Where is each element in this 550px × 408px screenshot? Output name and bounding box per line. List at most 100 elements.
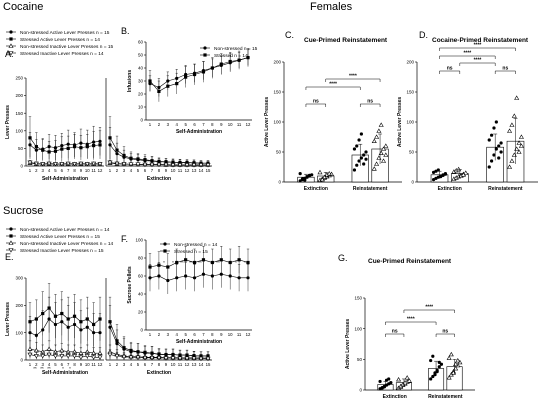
panel-C-dot (376, 128, 382, 133)
panel-F-significance-mark: * (163, 260, 165, 265)
panel-G-dot (389, 381, 393, 385)
panel-F-main-data-point (201, 272, 206, 276)
panel-G-dot (448, 351, 454, 357)
panel-G-dot (378, 379, 382, 384)
panel-A-legend-marker (8, 43, 14, 48)
panel-F-legend-marker (163, 249, 167, 253)
panel-g-title: Cue-Primed Reinstatement (368, 258, 452, 265)
panel-A-sa-series-line (29, 162, 101, 165)
panel-G-sig-bracket (403, 309, 455, 313)
panel-C-dot (359, 156, 363, 160)
panel-A-legend-marker (9, 30, 13, 34)
panel-B-main-x-tick-label: 6 (193, 122, 196, 127)
panel-E-ext-data-point (164, 352, 168, 357)
panel-C-dot (383, 152, 389, 157)
panel-F-significance-mark: * (172, 260, 174, 265)
panel-D-dot (509, 122, 515, 127)
panel-B-main-data-point (184, 75, 188, 79)
panel-D-category-label: Extinction (438, 186, 462, 192)
panel-F-main-x-tick-label: 12 (246, 332, 251, 337)
panel-C-y-tick-label: 150 (273, 90, 281, 95)
panel-G-sig-bracket (385, 333, 405, 337)
panel-A-sa-data-point (97, 162, 103, 167)
panel-D-sig-label: **** (463, 51, 471, 57)
panel-E-sa-x-label: Self-Administration (42, 370, 88, 376)
panel-E-ext-x-tick-label: 4 (130, 362, 133, 367)
panel-F-main-x-tick-label: 1 (149, 332, 152, 337)
panel-E-legend-marker (8, 248, 14, 253)
panel-A-ext-x-tick-label: 12 (185, 168, 190, 173)
panel-F-significance-mark: ** (216, 260, 220, 265)
panel-A-legend-marker (8, 51, 14, 56)
panel-E-sa-data-point (27, 346, 33, 351)
panel-E-significance-mark: * (69, 366, 71, 371)
panel-A-ext-x-tick-label: 15 (206, 168, 211, 173)
panel-A-ext-data-point (136, 157, 140, 161)
panel-A-legend-label: Stressed Active Lever Presses n = 14 (20, 37, 100, 43)
panel-A-y-tick-label: 0 (20, 164, 23, 169)
panel-A-ext-x-tick-label: 14 (199, 168, 204, 173)
panel-G-dot (437, 365, 441, 369)
panel-E-ext-x-tick-label: 1 (109, 362, 112, 367)
panel-E-y-tick-label: 100 (15, 330, 23, 335)
panel-A-ext-data-point (108, 136, 112, 140)
panel-E-sa-data-point (33, 347, 39, 353)
panel-A-sa-x-tick-label: 8 (73, 168, 76, 173)
panel-C-sig-bracket (305, 103, 327, 107)
panel-A-legend-marker (9, 37, 13, 41)
panel-B-main-x-tick-label: 3 (167, 122, 170, 127)
panel-E-ext-data-point (135, 355, 141, 360)
panel-A-sa-data-point (92, 143, 96, 148)
panel-A-sa-x-tick-label: 2 (35, 168, 38, 173)
panel-c-letter: C. (285, 30, 294, 40)
panel-E-sa-x-tick-label: 8 (73, 362, 76, 367)
panel-E-sa-data-point (34, 317, 38, 321)
panel-B-main-data-point (237, 58, 241, 62)
panel-C-sig-label: **** (349, 74, 357, 80)
panel-E-ext-data-point (205, 356, 211, 362)
panel-F-legend-label: Stressed n = 15 (174, 249, 208, 255)
panel-F-main-data-point (219, 258, 223, 262)
panel-G-dot (387, 377, 391, 381)
panel-E-sa-x-tick-label: 3 (42, 362, 45, 367)
panel-A-sa-data-point (60, 147, 64, 151)
panel-A-ext-data-point (205, 163, 211, 168)
panel-F-legend-label: Non-stressed n = 14 (174, 242, 218, 248)
panel-G-dot (439, 362, 444, 366)
panel-F-main-x-tick-label: 11 (237, 332, 242, 337)
panel-A-sa-data-point (98, 143, 102, 147)
panel-E-sa-x-tick-label: 2 (35, 362, 38, 367)
panel-D-sig-bracket (439, 47, 516, 51)
panel-C-dot (383, 143, 389, 148)
panel-D-dot (490, 159, 494, 163)
panel-F-main-data-point (192, 276, 197, 280)
panel-A-sa-data-point (66, 146, 70, 150)
panel-E-sa-x-tick-label: 11 (91, 362, 96, 367)
panel-D-dot (497, 144, 501, 148)
panel-E-ext-data-point (150, 351, 154, 355)
panel-D-sig-label: **** (474, 43, 482, 49)
panel-A-sa-x-tick-label: 6 (61, 168, 64, 173)
panel-F-y-tick-label: 60 (138, 274, 144, 279)
panel-C-dot (357, 159, 361, 163)
panel-C-dot (374, 134, 380, 139)
panel-C-dot (357, 138, 361, 142)
panel-B-main-data-point (219, 62, 223, 66)
panel-D-dot (518, 143, 524, 148)
panel-G-sig-label: ns (442, 329, 448, 335)
panel-F-significance-mark: ** (180, 260, 184, 265)
panel-F-main-series-line (149, 273, 248, 281)
panel-D-dot (487, 138, 491, 142)
panel-G-dot (446, 375, 452, 380)
panel-C-dot (374, 161, 380, 166)
females-header: Females (310, 1, 353, 13)
panel-b-letter: B. (121, 26, 130, 36)
panel-E-sa-data-point (46, 346, 52, 351)
panel-E-sa-series-line (29, 348, 100, 354)
panel-C-dot (359, 132, 363, 136)
panel-A-ext-data-point (156, 162, 162, 168)
panel-F-main-x-tick-label: 3 (167, 332, 170, 337)
panel-D-y-label: Active Lever Presses (397, 97, 403, 148)
panel-G-sig-label: **** (425, 305, 433, 311)
